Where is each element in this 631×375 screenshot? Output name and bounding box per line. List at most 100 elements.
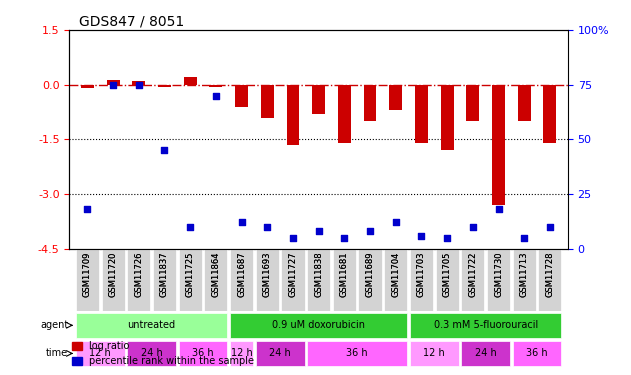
Text: 0.9 uM doxorubicin: 0.9 uM doxorubicin bbox=[272, 320, 365, 330]
Bar bbox=[466, 85, 480, 121]
Text: GSM11693: GSM11693 bbox=[262, 252, 272, 297]
FancyBboxPatch shape bbox=[179, 341, 227, 366]
FancyBboxPatch shape bbox=[256, 341, 305, 366]
FancyBboxPatch shape bbox=[230, 313, 407, 338]
Point bbox=[108, 82, 118, 88]
FancyBboxPatch shape bbox=[461, 249, 485, 311]
Point bbox=[416, 232, 427, 238]
Text: GSM11725: GSM11725 bbox=[186, 252, 195, 297]
Text: GSM11864: GSM11864 bbox=[211, 252, 220, 297]
FancyBboxPatch shape bbox=[153, 249, 176, 311]
Point bbox=[519, 235, 529, 241]
Bar bbox=[518, 85, 531, 121]
Text: GSM11720: GSM11720 bbox=[109, 252, 117, 297]
Bar bbox=[492, 85, 505, 205]
Text: GSM11722: GSM11722 bbox=[468, 252, 477, 297]
FancyBboxPatch shape bbox=[76, 249, 99, 311]
FancyBboxPatch shape bbox=[230, 249, 253, 311]
Point bbox=[288, 235, 298, 241]
Text: GSM11728: GSM11728 bbox=[545, 252, 555, 297]
Bar bbox=[338, 85, 351, 143]
Point bbox=[160, 147, 170, 153]
Point bbox=[468, 224, 478, 230]
Text: GSM11730: GSM11730 bbox=[494, 252, 503, 297]
Text: GSM11722: GSM11722 bbox=[468, 252, 477, 297]
FancyBboxPatch shape bbox=[76, 313, 227, 338]
FancyBboxPatch shape bbox=[410, 249, 433, 311]
FancyBboxPatch shape bbox=[512, 249, 536, 311]
FancyBboxPatch shape bbox=[127, 249, 150, 311]
Text: GSM11838: GSM11838 bbox=[314, 252, 323, 297]
FancyBboxPatch shape bbox=[487, 249, 510, 311]
Text: GSM11681: GSM11681 bbox=[340, 252, 349, 297]
Bar bbox=[415, 85, 428, 143]
FancyBboxPatch shape bbox=[512, 341, 562, 366]
FancyBboxPatch shape bbox=[410, 341, 459, 366]
Bar bbox=[209, 85, 222, 87]
Text: GSM11703: GSM11703 bbox=[417, 252, 426, 297]
Text: GSM11728: GSM11728 bbox=[545, 252, 555, 297]
FancyBboxPatch shape bbox=[204, 249, 227, 311]
Bar bbox=[440, 85, 454, 150]
Bar bbox=[107, 80, 119, 85]
Text: GSM11720: GSM11720 bbox=[109, 252, 117, 297]
FancyBboxPatch shape bbox=[127, 341, 176, 366]
Bar bbox=[312, 85, 325, 114]
Text: 36 h: 36 h bbox=[526, 348, 548, 358]
Text: GSM11837: GSM11837 bbox=[160, 252, 169, 297]
FancyBboxPatch shape bbox=[230, 341, 253, 366]
Text: GSM11709: GSM11709 bbox=[83, 252, 92, 297]
Text: time: time bbox=[46, 348, 68, 358]
Bar bbox=[389, 85, 402, 110]
FancyBboxPatch shape bbox=[333, 249, 356, 311]
Text: GSM11709: GSM11709 bbox=[83, 252, 92, 297]
Legend: log ratio, percentile rank within the sample: log ratio, percentile rank within the sa… bbox=[68, 338, 258, 370]
Text: untreated: untreated bbox=[127, 320, 175, 330]
Point bbox=[83, 206, 93, 212]
Text: GDS847 / 8051: GDS847 / 8051 bbox=[80, 15, 185, 29]
Point bbox=[134, 82, 144, 88]
Bar bbox=[158, 85, 171, 87]
Text: GSM11725: GSM11725 bbox=[186, 252, 195, 297]
Text: GSM11689: GSM11689 bbox=[365, 252, 375, 297]
Text: GSM11705: GSM11705 bbox=[442, 252, 452, 297]
Text: GSM11864: GSM11864 bbox=[211, 252, 220, 297]
Text: 36 h: 36 h bbox=[346, 348, 368, 358]
Text: GSM11713: GSM11713 bbox=[520, 252, 529, 297]
FancyBboxPatch shape bbox=[76, 341, 125, 366]
FancyBboxPatch shape bbox=[358, 249, 382, 311]
Point bbox=[442, 235, 452, 241]
FancyBboxPatch shape bbox=[179, 249, 202, 311]
FancyBboxPatch shape bbox=[281, 249, 305, 311]
Text: 36 h: 36 h bbox=[192, 348, 214, 358]
Text: GSM11838: GSM11838 bbox=[314, 252, 323, 297]
Text: 24 h: 24 h bbox=[269, 348, 291, 358]
Bar bbox=[363, 85, 377, 121]
Text: GSM11727: GSM11727 bbox=[288, 252, 297, 297]
Point bbox=[185, 224, 195, 230]
Bar bbox=[133, 81, 145, 85]
Text: 12 h: 12 h bbox=[231, 348, 252, 358]
FancyBboxPatch shape bbox=[307, 341, 407, 366]
Point bbox=[211, 93, 221, 99]
Text: GSM11693: GSM11693 bbox=[262, 252, 272, 297]
FancyBboxPatch shape bbox=[102, 249, 125, 311]
Text: 12 h: 12 h bbox=[423, 348, 445, 358]
FancyBboxPatch shape bbox=[435, 249, 459, 311]
Text: 12 h: 12 h bbox=[90, 348, 111, 358]
FancyBboxPatch shape bbox=[461, 341, 510, 366]
Point bbox=[262, 224, 273, 230]
Text: GSM11681: GSM11681 bbox=[340, 252, 349, 297]
Text: GSM11703: GSM11703 bbox=[417, 252, 426, 297]
Text: GSM11687: GSM11687 bbox=[237, 252, 246, 297]
Bar bbox=[543, 85, 557, 143]
Text: GSM11837: GSM11837 bbox=[160, 252, 169, 297]
Bar bbox=[184, 77, 197, 85]
Point bbox=[237, 219, 247, 225]
Bar bbox=[81, 85, 94, 88]
Text: GSM11713: GSM11713 bbox=[520, 252, 529, 297]
Text: GSM11727: GSM11727 bbox=[288, 252, 297, 297]
Text: agent: agent bbox=[40, 320, 68, 330]
Point bbox=[339, 235, 350, 241]
Text: 24 h: 24 h bbox=[475, 348, 497, 358]
